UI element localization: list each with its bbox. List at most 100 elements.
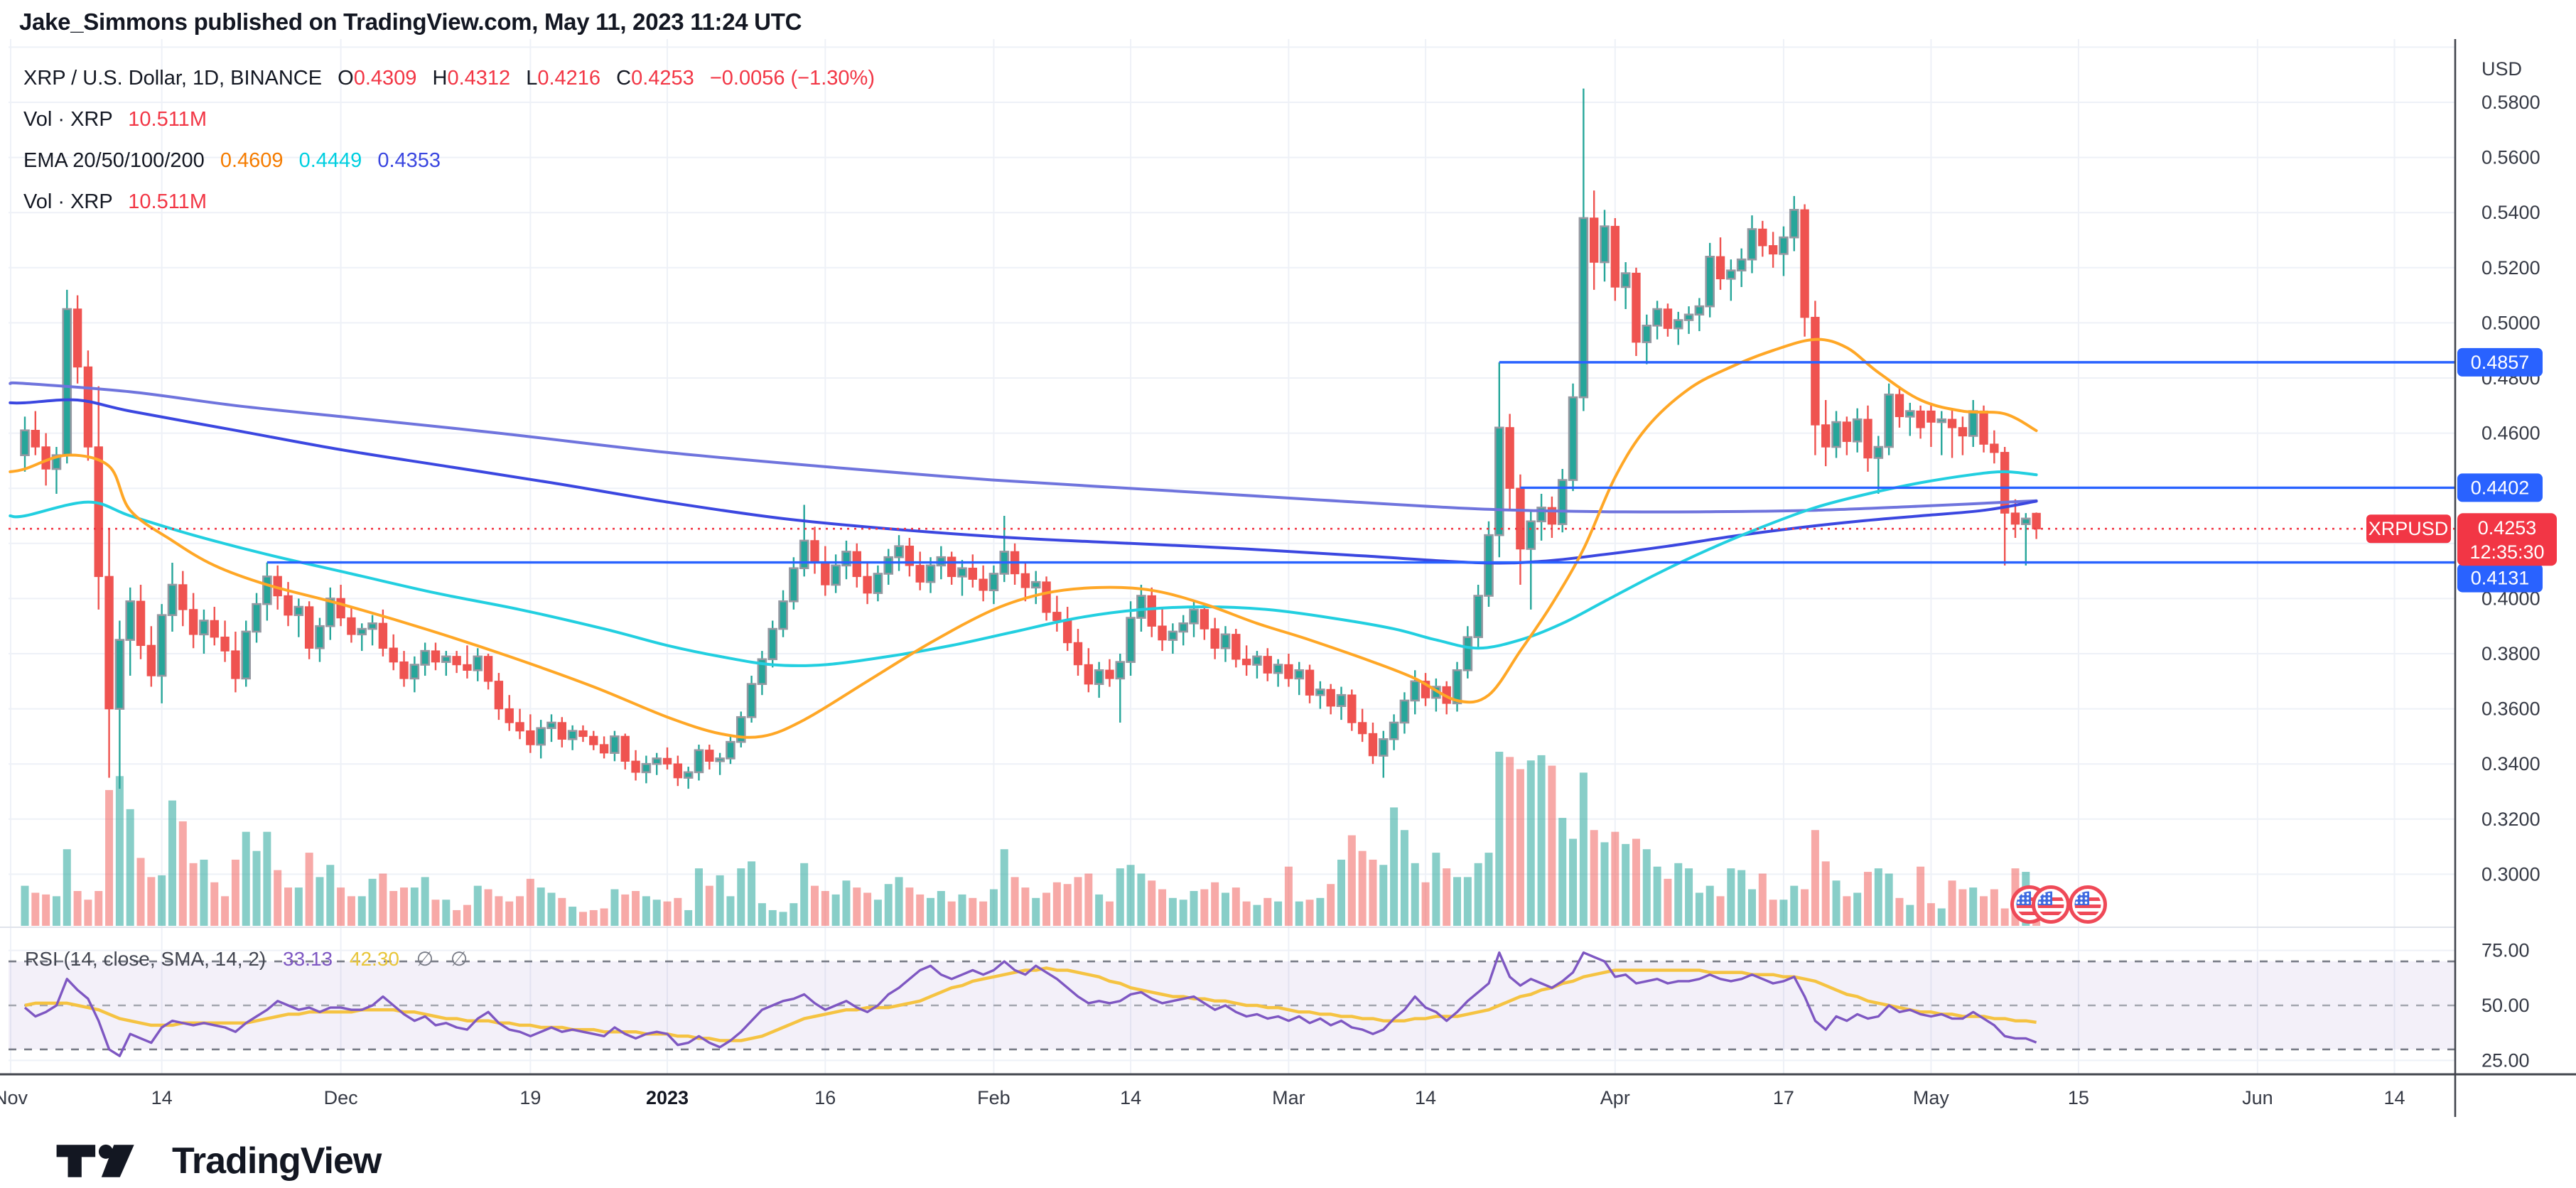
candle-body [94, 446, 103, 578]
chart-legend: XRP / U.S. Dollar, 1D, BINANCE O0.4309 H… [23, 67, 875, 232]
volume-bar [1211, 882, 1219, 926]
candle-body [620, 735, 630, 762]
candle-body [2021, 517, 2031, 525]
volume-bar [284, 887, 292, 926]
candle-body [1852, 418, 1863, 443]
volume-bar [1011, 877, 1019, 926]
volume-bar [537, 887, 545, 926]
rsi-legend[interactable]: RSI (14, close, SMA, 14, 2) 33.13 42.30 … [25, 947, 468, 971]
volume-bar [1622, 843, 1630, 926]
volume-bar [1600, 842, 1609, 926]
candle-body [62, 308, 72, 456]
candle-body [1652, 308, 1662, 327]
volume-bar [558, 897, 566, 926]
volume-bar [737, 868, 745, 926]
time-tick-label: Nov [0, 1087, 28, 1108]
candle-body [505, 708, 514, 723]
volume-bar [1506, 757, 1514, 926]
volume-bar [316, 877, 324, 926]
time-tick-label: 14 [1120, 1087, 1141, 1108]
candle-body [873, 573, 883, 594]
time-tick-label: 17 [1773, 1087, 1794, 1108]
close-value: 0.4253 [631, 67, 694, 90]
time-tick-label: 15 [2068, 1087, 2089, 1108]
volume-bar [1642, 849, 1651, 926]
rsi-tick-label: 75.00 [2481, 940, 2530, 961]
candle-body [1526, 520, 1536, 550]
legend-volume-row[interactable]: Vol · XRP 10.511M [23, 108, 875, 131]
volume-bar [337, 887, 345, 926]
candle-body [1936, 418, 1947, 423]
volume-bar [1590, 830, 1598, 926]
rsi-value: 33.13 [283, 948, 333, 970]
candle-body [1968, 410, 1978, 437]
volume-bar [1116, 868, 1124, 926]
candle-body [220, 637, 230, 652]
volume-bar [800, 863, 809, 926]
candle-body [1210, 628, 1219, 649]
volume-bar [442, 900, 451, 926]
us-flag-event-icon[interactable] [2069, 885, 2107, 924]
price-level-badge [2457, 347, 2543, 377]
candle-body [1610, 225, 1620, 288]
flag-star [2084, 901, 2088, 904]
volume-bar [621, 894, 630, 926]
flag-red-stripe [2037, 904, 2064, 908]
axes-layer[interactable]: USD0.58000.56000.54000.52000.50000.48000… [0, 39, 2576, 1117]
volume-bar [1158, 889, 1167, 926]
candle-body [1062, 620, 1072, 644]
volume-bar [1327, 884, 1335, 926]
candle-body [631, 760, 640, 773]
flag-star [2047, 892, 2051, 896]
volume-bar [811, 885, 819, 926]
flag-star [2043, 892, 2046, 896]
candle-body [1473, 595, 1483, 639]
flag-star [2022, 897, 2025, 900]
candle-body [1547, 507, 1557, 525]
candle-body [231, 650, 240, 679]
volume-bar [600, 908, 608, 926]
candle-body [578, 730, 588, 738]
flag-red-stripe [2016, 904, 2043, 908]
bar-countdown: 12:35:30 [2469, 541, 2544, 563]
flag-ring [2069, 885, 2107, 924]
candle-body [1421, 681, 1430, 698]
volume-bar [716, 875, 724, 926]
volume-bar [1653, 866, 1661, 926]
event-flags-layer[interactable] [2010, 885, 2107, 924]
candle-body [1326, 688, 1335, 707]
candle-body [1200, 609, 1209, 630]
volume-bar [873, 900, 882, 926]
volume-bar [1305, 900, 1314, 926]
ema50-value: 0.4449 [298, 149, 362, 172]
volume-bar [1084, 873, 1093, 926]
candle-body [1990, 443, 1999, 453]
volume-bar [1958, 889, 1967, 926]
candle-body [1800, 209, 1809, 318]
volume-bar [674, 897, 682, 926]
legend-symbol-row[interactable]: XRP / U.S. Dollar, 1D, BINANCE O0.4309 H… [23, 67, 875, 90]
legend-volume-row-2[interactable]: Vol · XRP 10.511M [23, 190, 875, 214]
flag-star [2080, 901, 2083, 904]
candle-body [683, 771, 694, 779]
legend-ema-row[interactable]: EMA 20/50/100/200 0.4609 0.4449 0.4353 [23, 149, 875, 173]
volume-bar [1148, 880, 1156, 926]
volume-bar [189, 863, 198, 926]
volume-bar [1685, 868, 1693, 926]
volume-bar [453, 909, 461, 926]
volume-bar [748, 861, 756, 926]
volume-bar [242, 831, 250, 926]
rsi-line [23, 951, 2037, 1057]
low-label: L [526, 67, 538, 90]
volume-bar [1421, 882, 1430, 926]
volume-bar [547, 892, 556, 926]
us-flag-event-icon[interactable] [2032, 885, 2070, 924]
volume-bar [610, 889, 619, 926]
time-tick-label: Mar [1272, 1087, 1305, 1108]
volume-bar [1295, 901, 1303, 926]
last-price-badge-price: 0.4253 [2478, 517, 2537, 539]
volume-bar [1168, 897, 1177, 926]
tradingview-logo[interactable]: TradingView [53, 1140, 382, 1182]
candle-body [41, 446, 50, 470]
